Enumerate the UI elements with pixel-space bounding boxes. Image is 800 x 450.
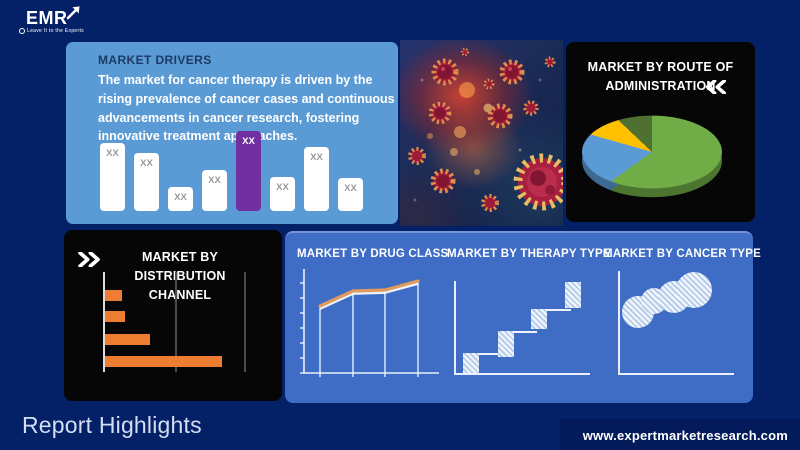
therapy-type-group: MARKET BY THERAPY TYPE	[447, 233, 611, 405]
pie-top	[582, 115, 722, 189]
distribution-bar	[105, 311, 125, 322]
cancer-cells-image	[400, 40, 563, 226]
driver-bar: XX	[236, 131, 261, 211]
step-connector	[514, 331, 537, 333]
emr-logo-text: EMR	[26, 8, 68, 28]
drug-class-title: MARKET BY DRUG CLASS	[297, 248, 449, 260]
trending-arrow-icon	[66, 4, 82, 25]
distribution-y-axis	[103, 272, 105, 372]
report-highlights-label: Report Highlights	[22, 412, 202, 438]
driver-bar: XX	[134, 153, 159, 211]
cancer-y-axis	[618, 271, 620, 374]
bubble	[676, 272, 712, 308]
cancer-cells-illustration	[408, 47, 563, 212]
driver-bar: XX	[100, 143, 125, 211]
step-connector	[479, 353, 504, 355]
therapy-type-title: MARKET BY THERAPY TYPE	[447, 248, 611, 260]
drug-class-line-chart	[297, 261, 447, 391]
bar-value-label: XX	[276, 182, 289, 193]
footer-band	[560, 419, 800, 450]
bar-value-label: XX	[344, 183, 357, 194]
distribution-bar	[105, 290, 122, 301]
market-drivers-panel: MARKET DRIVERS The market for cancer the…	[66, 42, 398, 224]
emr-tagline: Leave It to the Experts	[27, 28, 84, 34]
therapy-type-step-chart	[447, 261, 597, 391]
driver-bar: XX	[270, 177, 295, 211]
distribution-channel-panel: MARKET BY DISTRIBUTION CHANNEL	[64, 230, 282, 401]
double-chevron-left-icon	[704, 79, 727, 99]
route-of-administration-panel: MARKET BY ROUTE OF ADMINISTRATION	[566, 42, 755, 222]
step-bar	[565, 282, 581, 308]
website-url: www.expertmarketresearch.com	[582, 428, 788, 443]
distribution-channel-title: MARKET BY DISTRIBUTION CHANNEL	[134, 250, 226, 302]
gridline	[175, 272, 177, 372]
therapy-x-axis	[454, 373, 590, 375]
emr-logo-ring-icon	[19, 28, 25, 34]
step-bar	[531, 309, 547, 329]
bar-value-label: XX	[140, 158, 153, 169]
step-connector	[547, 309, 571, 311]
bar-value-label: XX	[106, 148, 119, 159]
driver-bar: XX	[338, 178, 363, 211]
cancer-type-bubble-chart	[603, 261, 748, 391]
bar-value-label: XX	[310, 152, 323, 163]
double-chevron-right-icon	[77, 251, 102, 272]
step-bar	[498, 331, 514, 357]
bar-value-label: XX	[208, 175, 221, 186]
market-drivers-bar-chart: XX XX XX XX XX XX XX XX	[100, 131, 363, 211]
drug-class-group: MARKET BY DRUG CLASS	[297, 233, 449, 405]
distribution-bar	[105, 356, 222, 367]
route-pie-chart	[582, 115, 722, 198]
market-drivers-description: The market for cancer therapy is driven …	[98, 73, 395, 144]
driver-bar: XX	[202, 170, 227, 211]
bar-value-label: XX	[174, 192, 187, 203]
bar-value-label: XX	[242, 136, 255, 147]
market-drivers-title: MARKET DRIVERS	[98, 53, 212, 67]
cancer-type-group: MARKET BY CANCER TYPE	[603, 233, 761, 405]
driver-bar: XX	[168, 187, 193, 211]
cancer-type-title: MARKET BY CANCER TYPE	[603, 248, 761, 260]
emr-logo: EMR Leave It to the Experts	[19, 6, 84, 34]
distribution-bar	[105, 334, 150, 345]
gridline	[244, 272, 246, 372]
therapy-y-axis	[454, 281, 456, 374]
distribution-bar-chart	[64, 230, 282, 401]
step-bar	[463, 353, 479, 373]
driver-bar: XX	[304, 147, 329, 211]
route-of-administration-title: MARKET BY ROUTE OF ADMINISTRATION	[587, 60, 734, 93]
bottom-charts-panel: MARKET BY DRUG CLASS MARKET BY THERAPY T…	[285, 231, 761, 405]
cancer-x-axis	[618, 373, 734, 375]
